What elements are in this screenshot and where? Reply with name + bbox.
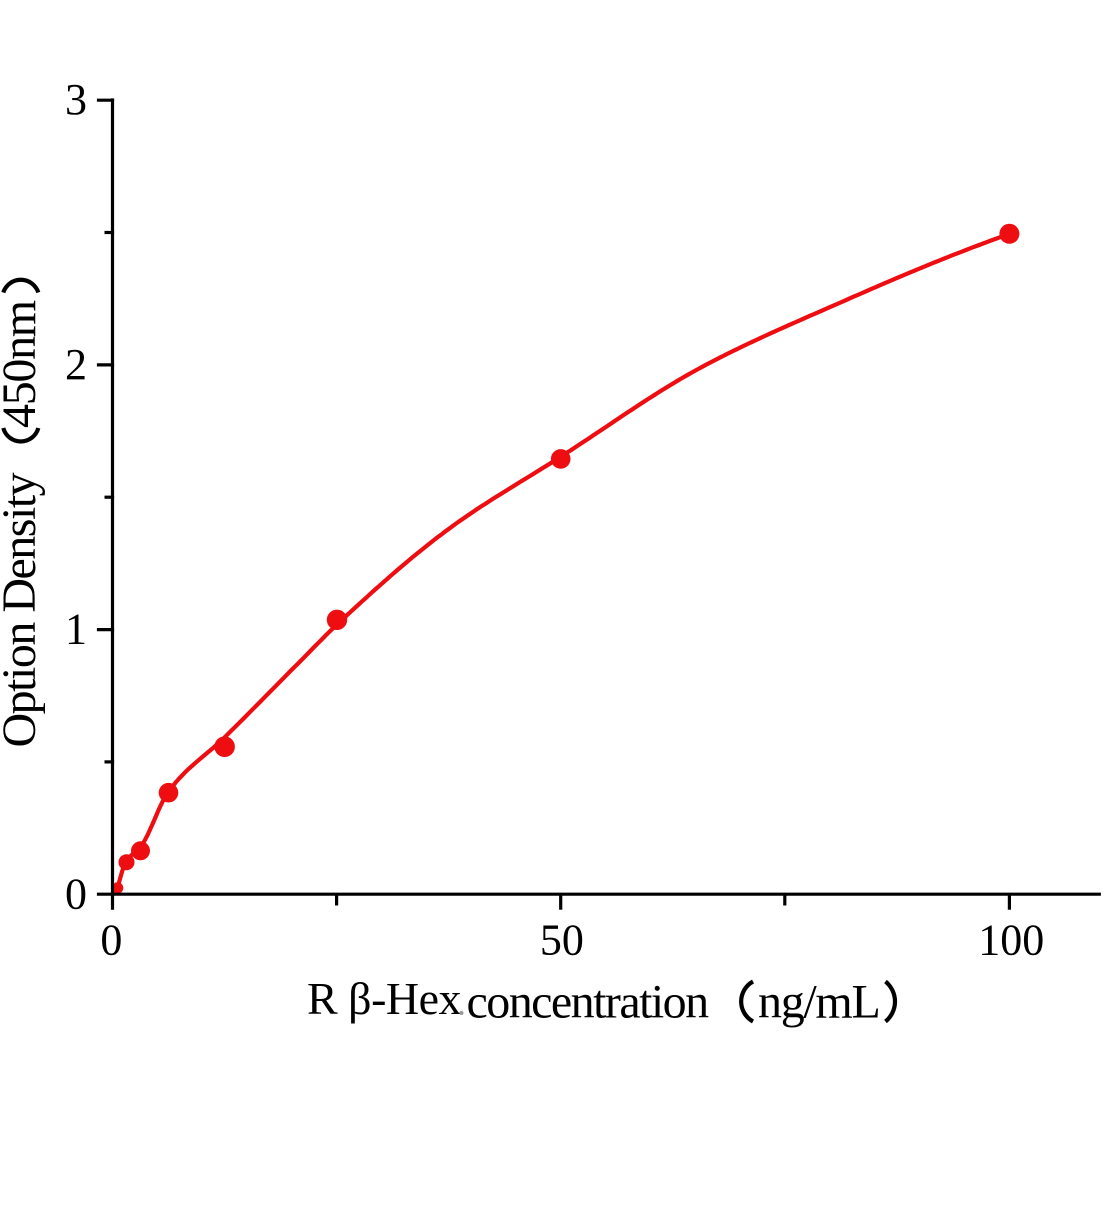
- svg-text:ng/mL: ng/mL: [758, 976, 880, 1029]
- svg-text:100: 100: [978, 916, 1044, 965]
- svg-text:3: 3: [65, 75, 87, 124]
- svg-text:2: 2: [65, 340, 87, 389]
- svg-text:concentration: concentration: [467, 976, 710, 1029]
- svg-text:R β-Hex: R β-Hex: [307, 973, 462, 1024]
- svg-text:50: 50: [540, 916, 584, 965]
- svg-text:Option Density: Option Density: [0, 472, 46, 747]
- svg-text:1: 1: [65, 605, 87, 654]
- svg-text:450nm: 450nm: [0, 300, 46, 428]
- svg-text:0: 0: [65, 869, 87, 918]
- svg-text:0: 0: [100, 916, 122, 965]
